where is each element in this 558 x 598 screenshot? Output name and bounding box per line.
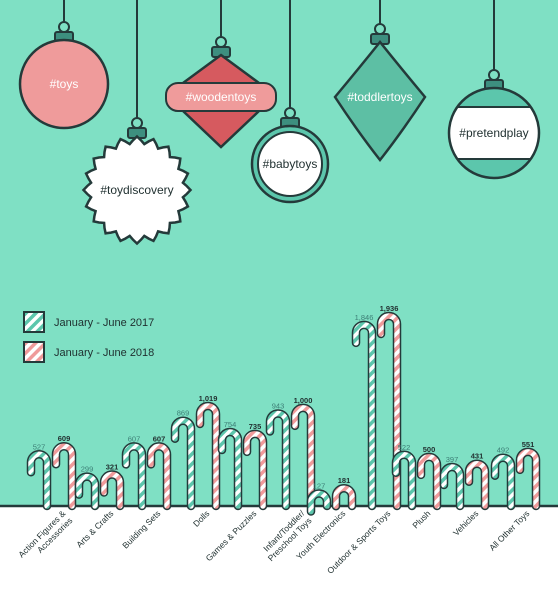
data-label-2018: 181 [338,476,351,485]
data-label-2018: 607 [153,434,166,443]
bar-2017 [74,472,100,511]
data-label-2018: 551 [522,440,535,449]
ornament-toddlertoys: #toddlertoys [333,0,427,163]
data-label-2018: 1,019 [199,394,218,403]
data-label-2018: 609 [58,434,71,443]
ornament-label: #babytoys [263,157,318,171]
data-label-2017: 522 [398,443,411,452]
bar-2018 [515,447,541,511]
bar-2018 [376,311,402,511]
bar-2018 [416,452,442,511]
legend-swatch [23,311,45,333]
legend-label: January - June 2017 [54,317,154,329]
bar-2017 [26,450,52,511]
data-label-2017: 299 [81,465,94,474]
data-label-2018: 1,936 [380,304,399,313]
bar-2018 [464,459,490,511]
data-label-2017: 754 [224,420,237,429]
category-panel [0,506,558,598]
legend-label: January - June 2018 [54,347,154,359]
data-label-2017: 527 [33,442,46,451]
data-label-2018: 431 [471,452,484,461]
data-label-2017: 492 [497,446,510,455]
legend-swatch [23,341,45,363]
ornament-label: #toddlertoys [347,90,412,104]
bar-2017 [265,409,291,511]
data-label-2017: 127 [313,482,326,491]
bar-2017 [439,462,465,511]
bar-2017 [490,453,516,511]
bar-2018 [242,429,268,511]
ornament-toys: #toys [18,0,110,130]
data-label-2017: 1,846 [355,313,374,322]
bar-2017 [306,489,332,516]
ornament-toydiscovery: #toydiscovery [81,0,193,246]
data-label-2018: 500 [423,445,436,454]
bar-2017 [391,450,417,511]
ornament-pretendplay: #pretendplay [447,0,541,180]
bar-2017 [217,427,243,511]
data-label-2018: 321 [106,462,119,471]
bar-2018 [290,403,316,511]
legend: January - June 2017 January - June 2018 [23,311,154,363]
ornament-label: #pretendplay [459,126,528,140]
bar-2018 [99,470,125,511]
ornament-woodentoys: #woodentoys [165,0,277,149]
ornament-label: #woodentoys [186,90,257,104]
data-label-2018: 735 [249,422,262,431]
bar-2018 [331,484,357,511]
bar-2018 [195,401,221,511]
bar-2017 [170,416,196,511]
data-label-2017: 607 [128,434,141,443]
ornament-label: #toys [50,77,79,91]
bar-2017 [121,442,147,511]
ornament-babytoys: #babytoys [250,0,330,204]
ornament-decorations: #toys #toydiscovery #woodentoys #babytoys #t… [18,0,541,246]
data-label-2017: 943 [272,401,285,410]
bar-2017 [351,320,377,511]
bar-2018 [146,442,172,511]
data-label-2018: 1,000 [294,396,313,405]
data-label-2017: 397 [446,455,459,464]
ornament-label: #toydiscovery [100,183,173,197]
data-label-2017: 869 [177,409,190,418]
bar-2018 [51,442,77,511]
